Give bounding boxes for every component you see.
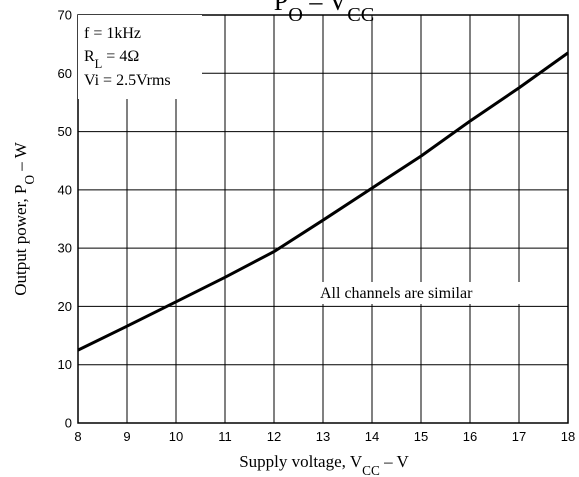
condition-text-part: R	[84, 48, 95, 65]
y-tick-label: 10	[58, 357, 72, 372]
condition-text-part: Vi = 2.5Vrms	[84, 72, 171, 89]
y-axis-label-part: Output power, P	[11, 185, 30, 296]
x-tick-labels: 8 9 10 11 12 13 14 15 16 17 18	[74, 429, 575, 444]
condition-text-subscript: L	[95, 57, 103, 71]
annotation-background	[316, 282, 552, 304]
x-tick-label: 14	[365, 429, 379, 444]
x-axis-label-part: Supply voltage, V	[239, 452, 363, 471]
x-tick-label: 9	[123, 429, 130, 444]
x-tick-label: 11	[218, 429, 232, 444]
x-tick-label: 13	[316, 429, 330, 444]
y-axis-label-subscript: O	[22, 175, 37, 185]
y-tick-label: 0	[65, 416, 72, 431]
y-axis-label: Output power, PO – W	[11, 141, 37, 296]
y-tick-label: 70	[58, 8, 72, 23]
x-tick-label: 18	[561, 429, 575, 444]
condition-text: Vi = 2.5Vrms	[84, 72, 171, 89]
plot-frame	[77, 14, 569, 424]
chart-title-subscript: O	[288, 4, 303, 26]
x-tick-label: 10	[169, 429, 183, 444]
chart-title: PO – VCC	[274, 0, 374, 26]
condition-text: f = 1kHz	[84, 25, 141, 42]
y-tick-label: 40	[58, 182, 72, 197]
plot-border	[77, 14, 569, 424]
series-group	[77, 51, 569, 352]
x-tick-label: 12	[267, 429, 281, 444]
grid-lines	[78, 15, 568, 423]
conditions-box	[78, 15, 202, 99]
x-axis-label-subscript: CC	[362, 463, 380, 477]
x-tick-label: 16	[463, 429, 477, 444]
x-tick-label: 8	[74, 429, 81, 444]
x-tick-label: 17	[512, 429, 526, 444]
y-tick-label: 30	[58, 241, 72, 256]
y-tick-label: 60	[58, 66, 72, 81]
condition-text: RL = 4Ω	[84, 48, 139, 71]
y-tick-label: 50	[58, 124, 72, 139]
annotation-text: All channels are similar	[320, 285, 473, 302]
x-axis-label-part: – V	[380, 452, 410, 471]
condition-text-part: = 4Ω	[102, 48, 139, 65]
chart-title-part: P	[274, 0, 288, 16]
series-line	[77, 51, 569, 352]
x-tick-label: 15	[414, 429, 428, 444]
x-axis-label: Supply voltage, VCC – V	[239, 452, 409, 477]
chart-title-subscript: CC	[347, 4, 374, 26]
y-tick-label: 20	[58, 299, 72, 314]
y-axis-label-part: – W	[11, 141, 30, 175]
condition-text-part: f = 1kHz	[84, 25, 141, 42]
y-tick-labels: 0 10 20 30 40 50 60 70	[58, 8, 72, 431]
chart-title-part: – V	[303, 0, 348, 16]
